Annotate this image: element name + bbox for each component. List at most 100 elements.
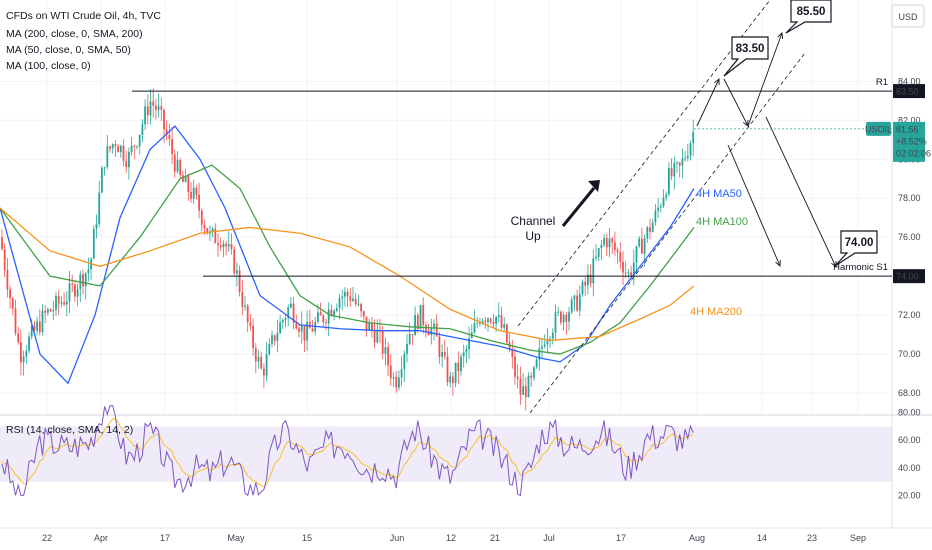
candle-body [230,244,233,249]
time-tick-label: Apr [94,533,108,543]
candle-body [422,305,425,326]
candle-body [287,307,290,319]
candle-body [60,302,63,304]
chart-title: CFDs on WTI Crude Oil, 4h, TVC [6,10,161,22]
candle-body [554,312,557,333]
candle-body [330,309,333,316]
candle-body [33,325,36,331]
time-tick-label: Sep [850,533,866,543]
rsi-band [0,426,892,482]
candle-body [570,299,573,313]
candle-body [533,367,535,378]
candle-body [506,324,508,343]
candle-body [389,365,392,379]
candle-body [49,309,52,312]
rsi-tick-label: 20.00 [898,490,921,500]
last-price-badge-bg [893,121,925,162]
candle-body [25,350,28,357]
candle-body [122,145,125,161]
candle-body [214,228,217,244]
candle-body [627,272,630,274]
candle-body [654,210,657,223]
time-tick-label: Jun [390,533,405,543]
time-tick-label: 22 [42,533,52,543]
candle-body [497,315,500,318]
candle-body [354,298,357,305]
candle-body [271,335,273,344]
arrow-down-2 [727,144,781,267]
target-74-label: 74.00 [845,237,874,249]
candle-body [619,252,622,262]
candle-body [635,246,638,263]
candle-body [568,312,570,322]
candle-body [157,106,160,110]
candle-body [346,291,349,297]
price-tick-label: 82.00 [898,115,921,125]
candle-body [38,321,41,333]
r1-label: R1 [876,77,888,88]
candle-body [179,160,182,176]
arrow-down-target-head [831,260,837,268]
candle-body [52,309,55,312]
price-tick-label: 78.00 [898,193,921,203]
price-tick-label: 70.00 [898,349,921,359]
candle-body [349,296,352,301]
candle-body [400,369,403,378]
arrow-up-2-head [777,32,784,40]
currency-button[interactable] [891,4,925,28]
candle-body [238,270,241,293]
candle-body [603,238,605,245]
candle-body [222,243,225,248]
candle-body [384,347,387,354]
candle-body [276,333,279,341]
ma200-line [0,207,695,342]
channel-arrow-head [588,180,600,192]
symbol-badge-text: USOIL [865,124,892,134]
candle-body [36,321,38,331]
candle-body [622,261,624,273]
time-tick-label: 15 [302,533,312,543]
ma-label: 4H MA100 [696,216,748,228]
legend-ma100: MA (100, close, 0) [6,60,91,72]
candle-body [152,101,155,106]
rsi-pane [1,405,694,497]
candle-body [441,352,443,357]
candle-body [373,330,376,343]
candle-body [341,296,344,299]
arrow-down-target [765,116,837,268]
candle-body [3,249,6,271]
candle-body [514,356,516,377]
candle-body [130,145,133,152]
candle-body [236,270,238,274]
candle-body [171,138,173,155]
candle-body [14,308,17,334]
candle-body [468,338,470,350]
candle-body [673,163,676,177]
candle-body [657,207,659,211]
candle-body [546,339,549,345]
candle-body [435,323,438,337]
candle-body [484,320,487,323]
candle-body [668,168,670,195]
candle-body [182,175,184,182]
candle-body [465,349,468,353]
candle-body [273,335,276,341]
candle-body [662,197,665,207]
candle-body [101,168,103,193]
candle-body [295,323,298,329]
candle-body [281,320,284,323]
candle-body [125,160,128,168]
candle-body [408,334,411,344]
s1-label: Harmonic S1 [833,262,888,273]
candle-body [352,298,354,301]
candle-body [646,227,649,239]
candle-body [551,332,554,339]
candles [1,88,695,411]
candle-body [20,342,22,363]
candle-body [9,289,11,299]
ma100-line [0,164,695,355]
candle-body [454,362,457,383]
time-tick-label: 12 [446,533,456,543]
